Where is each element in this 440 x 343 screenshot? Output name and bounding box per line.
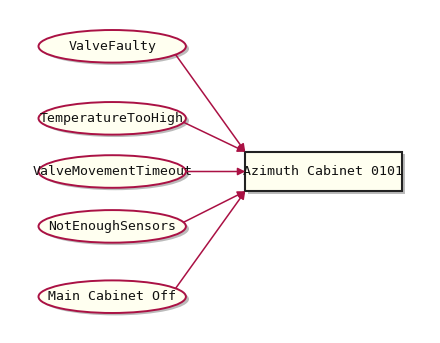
Text: Main Cabinet Off: Main Cabinet Off (48, 290, 176, 303)
Ellipse shape (41, 33, 189, 65)
Bar (246, 152, 402, 191)
Ellipse shape (41, 158, 189, 190)
Ellipse shape (39, 210, 186, 243)
Ellipse shape (39, 155, 186, 188)
Text: TemperatureTooHigh: TemperatureTooHigh (40, 112, 184, 125)
Text: Azimuth Cabinet 0101: Azimuth Cabinet 0101 (243, 165, 403, 178)
Ellipse shape (39, 102, 186, 134)
Ellipse shape (41, 212, 189, 245)
Ellipse shape (41, 283, 189, 316)
Text: ValveMovementTimeout: ValveMovementTimeout (32, 165, 192, 178)
Ellipse shape (41, 104, 189, 137)
Ellipse shape (39, 281, 186, 313)
Bar (248, 154, 405, 193)
Ellipse shape (39, 30, 186, 63)
Text: NotEnoughSensors: NotEnoughSensors (48, 220, 176, 233)
Text: ValveFaulty: ValveFaulty (68, 40, 156, 53)
